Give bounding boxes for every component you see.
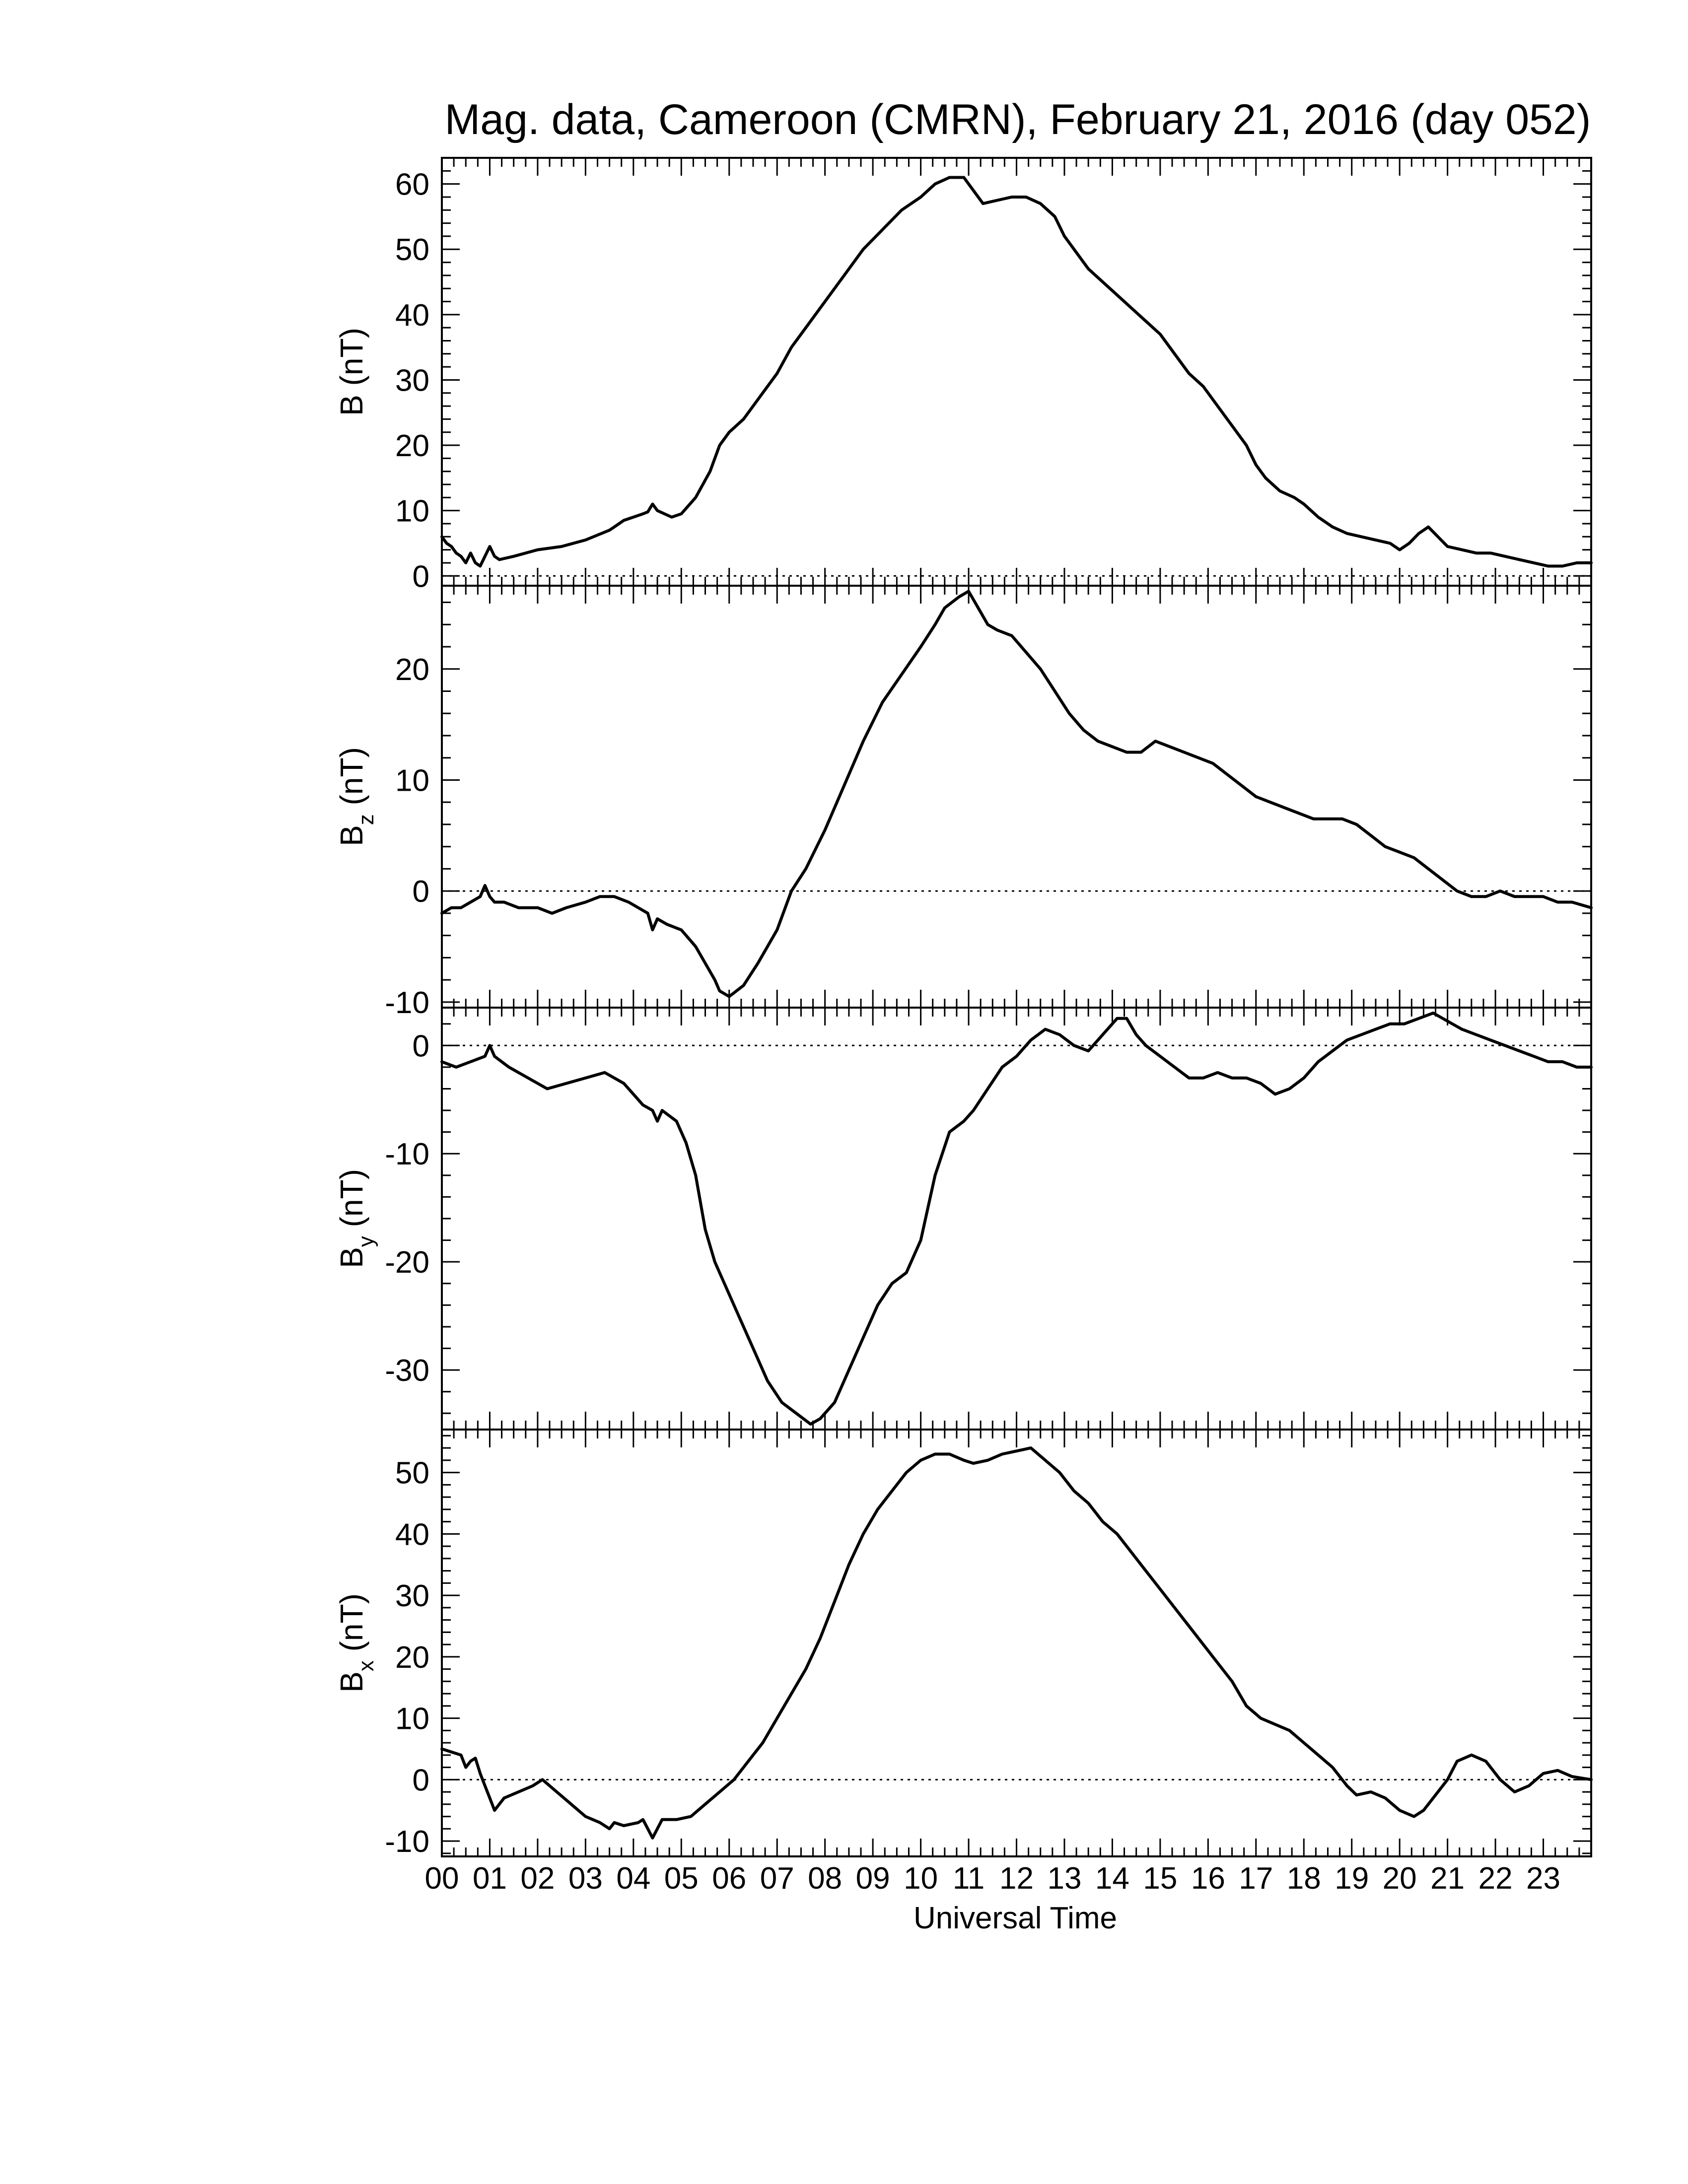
y-axis-label-sub: x [354, 1660, 378, 1671]
y-tick-label-B: 40 [395, 298, 429, 333]
y-tick-label-Bx: 40 [395, 1517, 429, 1552]
y-tick-label-B: 0 [413, 559, 429, 594]
y-axis-label-unit: (nT) [334, 328, 369, 395]
panel-By: -30 -20 -10 0 By (nT) [334, 1007, 1593, 1431]
panels-group: 0 10 20 30 40 50 60 B (nT) -10 0 10 20 Bz (nT) -30 -20… [334, 157, 1593, 1859]
panel-frame-B [441, 157, 1592, 587]
y-axis-label-By: By (nT) [334, 1169, 378, 1268]
x-tick-label: 05 [664, 1861, 699, 1896]
x-tick-label: 10 [904, 1861, 938, 1896]
y-tick-label-Bz: 0 [413, 875, 429, 909]
y-tick-label-B: 20 [395, 429, 429, 463]
y-tick-label-By: -20 [385, 1245, 429, 1280]
y-tick-label-Bx: 10 [395, 1702, 429, 1736]
x-tick-label: 02 [520, 1861, 555, 1896]
x-tick-label: 14 [1095, 1861, 1129, 1896]
panel-Bx: -10 0 10 20 30 40 50 Bx (nT) [334, 1429, 1593, 1859]
x-tick-label: 07 [760, 1861, 794, 1896]
series-line-By [440, 1011, 1593, 1426]
y-axis-label-main: B [334, 1247, 369, 1268]
x-tick-label: 21 [1430, 1861, 1465, 1896]
y-tick-label-By: 0 [413, 1029, 429, 1063]
x-tick-label: 06 [712, 1861, 746, 1896]
y-tick-label-B: 30 [395, 363, 429, 398]
y-tick-label-Bx: 50 [395, 1456, 429, 1491]
x-tick-label: 00 [425, 1861, 459, 1896]
x-tick-label: 17 [1239, 1861, 1273, 1896]
y-axis-label-Bz: Bz (nT) [334, 747, 378, 846]
x-axis: 00 01 02 03 04 05 06 07 08 09 10 11 12 13 14 15 16 17 18 19… [425, 1861, 1561, 1896]
panel-frame-Bz [441, 585, 1592, 1009]
y-axis-label-main: B [334, 825, 369, 846]
y-axis-label-sub: z [354, 814, 378, 825]
y-tick-label-B: 10 [395, 494, 429, 529]
y-axis-label-unit: (nT) [334, 1169, 369, 1236]
panel-B: 0 10 20 30 40 50 60 B (nT) [334, 157, 1593, 594]
y-tick-label-Bx: 30 [395, 1579, 429, 1613]
x-tick-label: 04 [616, 1861, 650, 1896]
panel-frame-By [441, 1007, 1592, 1431]
x-tick-label: 01 [473, 1861, 507, 1896]
chart-title: Mag. data, Cameroon (CMRN), February 21,… [445, 96, 1591, 143]
y-axis-label-sub: y [354, 1236, 378, 1247]
x-tick-label: 09 [856, 1861, 890, 1896]
x-tick-label: 11 [953, 1861, 985, 1896]
y-tick-label-Bz: 10 [395, 763, 429, 798]
y-tick-label-By: -30 [385, 1354, 429, 1388]
panel-frame-Bx [441, 1429, 1592, 1857]
x-tick-label: 23 [1526, 1861, 1560, 1896]
y-tick-label-B: 60 [395, 168, 429, 202]
y-axis-label-unit: (nT) [334, 1593, 369, 1660]
x-tick-label: 18 [1287, 1861, 1321, 1896]
y-tick-label-Bx: 0 [413, 1763, 429, 1797]
x-axis-label: Universal Time [914, 1901, 1117, 1935]
x-tick-label: 08 [808, 1861, 842, 1896]
series-line-B [440, 176, 1593, 568]
x-tick-label: 20 [1383, 1861, 1417, 1896]
y-tick-label-By: -10 [385, 1137, 429, 1171]
panel-Bz: -10 0 10 20 Bz (nT) [334, 585, 1593, 1020]
y-tick-label-Bx: 20 [395, 1640, 429, 1675]
y-axis-label-main: B [334, 1671, 369, 1693]
y-tick-label-Bz: 20 [395, 653, 429, 687]
y-axis-label-main: B [334, 395, 369, 416]
x-tick-label: 15 [1143, 1861, 1177, 1896]
y-tick-label-Bx: -10 [385, 1825, 429, 1859]
x-tick-label: 13 [1047, 1861, 1081, 1896]
x-tick-label: 22 [1478, 1861, 1513, 1896]
x-tick-label: 03 [568, 1861, 603, 1896]
y-axis-label-B: B (nT) [334, 328, 369, 416]
x-tick-label: 16 [1191, 1861, 1225, 1896]
y-tick-label-B: 50 [395, 233, 429, 267]
series-line-Bx [440, 1446, 1593, 1840]
y-axis-label-Bx: Bx (nT) [334, 1593, 378, 1693]
y-axis-label-unit: (nT) [334, 747, 369, 814]
y-tick-label-Bz: -10 [385, 986, 429, 1020]
x-tick-label: 19 [1335, 1861, 1369, 1896]
series-line-Bz [440, 590, 1593, 998]
x-tick-label: 12 [999, 1861, 1034, 1896]
